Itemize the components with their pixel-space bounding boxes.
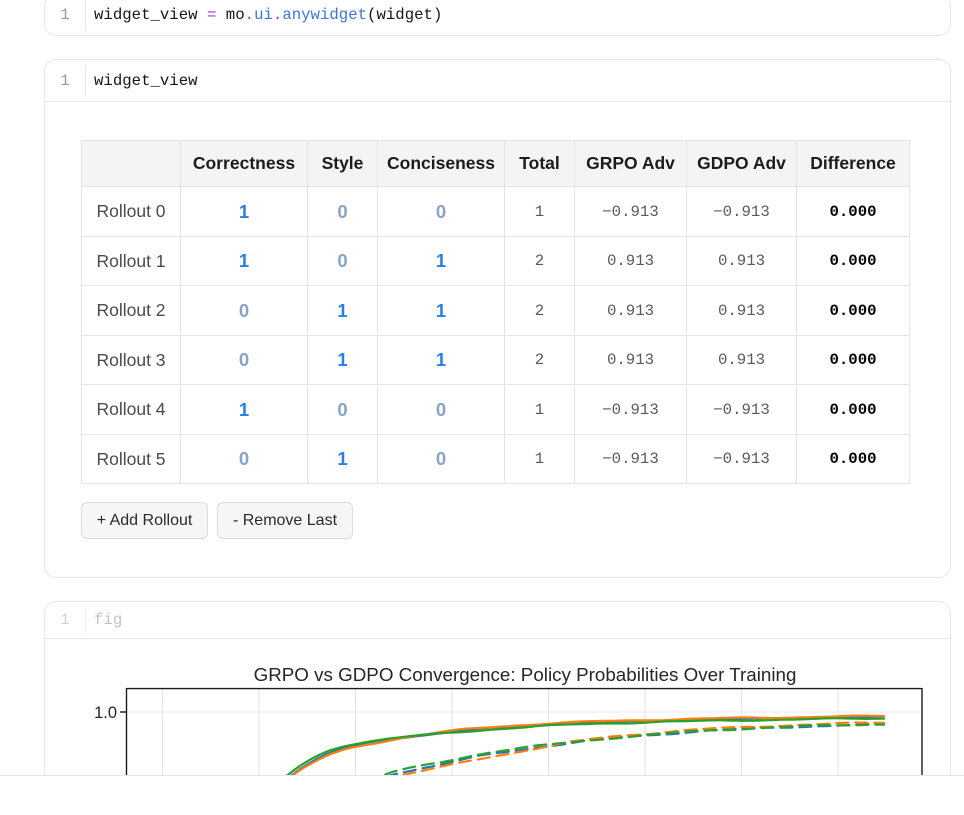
svg-text:GRPO vs GDPO Convergence: Poli: GRPO vs GDPO Convergence: Policy Probabi… [254,664,797,685]
svg-text:1.0: 1.0 [94,704,117,722]
